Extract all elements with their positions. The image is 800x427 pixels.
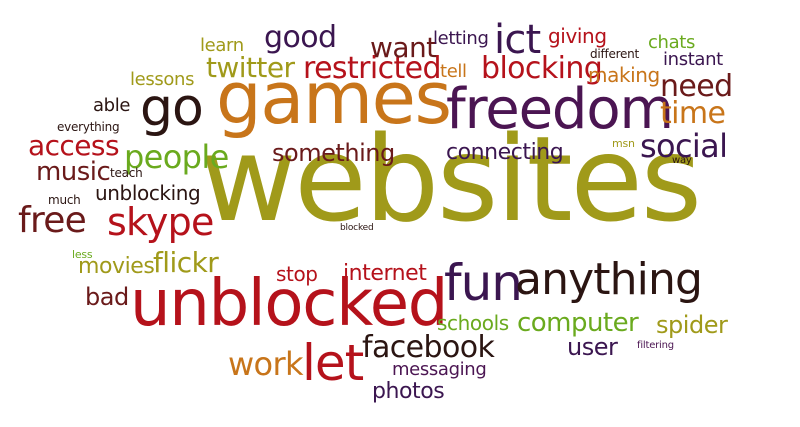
word-work: work [228, 345, 304, 383]
word-teach: teach [110, 166, 143, 180]
word-everything: everything [57, 120, 120, 134]
word-user: user [567, 333, 618, 361]
word-able: able [93, 95, 131, 116]
word-social: social [640, 127, 728, 165]
word-music: music [36, 157, 111, 187]
word-unblocking: unblocking [95, 181, 201, 205]
word-schools: schools [437, 311, 509, 335]
word-connecting: connecting [446, 140, 564, 165]
word-something: something [272, 139, 395, 167]
word-spider: spider [656, 311, 728, 339]
word-access: access [28, 129, 120, 162]
word-messaging: messaging [392, 359, 487, 380]
word-fun: fun [444, 254, 523, 312]
word-twitter: twitter [206, 51, 295, 84]
word-games: games [216, 56, 452, 140]
word-letting: letting [433, 28, 489, 49]
word-free: free [18, 200, 87, 241]
word-need: need [660, 69, 733, 104]
word-internet: internet [343, 261, 427, 286]
word-giving: giving [548, 24, 607, 48]
word-filtering: filtering [637, 340, 674, 351]
word-tell: tell [440, 61, 467, 82]
word-movies: movies [78, 254, 155, 279]
word-blocked: blocked [340, 223, 374, 233]
word-good: good [264, 20, 337, 55]
word-chats: chats [648, 32, 695, 53]
word-flickr: flickr [153, 246, 219, 279]
word-bad: bad [85, 283, 129, 311]
word-websites: websites [200, 110, 702, 248]
word-much: much [48, 193, 81, 207]
word-learn: learn [200, 35, 244, 56]
word-facebook: facebook [362, 330, 495, 365]
word-freedom: freedom [446, 77, 674, 142]
word-go: go [140, 78, 204, 138]
word-less: less [72, 248, 93, 261]
word-let: let [302, 334, 364, 392]
word-restricted: restricted [303, 51, 442, 86]
word-lessons: lessons [130, 69, 195, 90]
word-unblocked: unblocked [130, 267, 448, 341]
word-way: way [672, 155, 692, 166]
word-time: time [660, 96, 726, 131]
word-photos: photos [372, 379, 445, 404]
word-anything: anything [515, 254, 703, 305]
word-stop: stop [276, 262, 318, 286]
word-computer: computer [517, 308, 639, 338]
word-ict: ict [494, 17, 541, 63]
word-people: people [124, 138, 229, 176]
word-instant: instant [663, 49, 723, 70]
word-msn: msn [612, 137, 635, 150]
word-skype: skype [107, 200, 214, 244]
word-making: making [588, 63, 660, 87]
word-want: want [370, 31, 437, 64]
word-different: different [590, 47, 639, 61]
word-blocking: blocking [481, 51, 603, 86]
